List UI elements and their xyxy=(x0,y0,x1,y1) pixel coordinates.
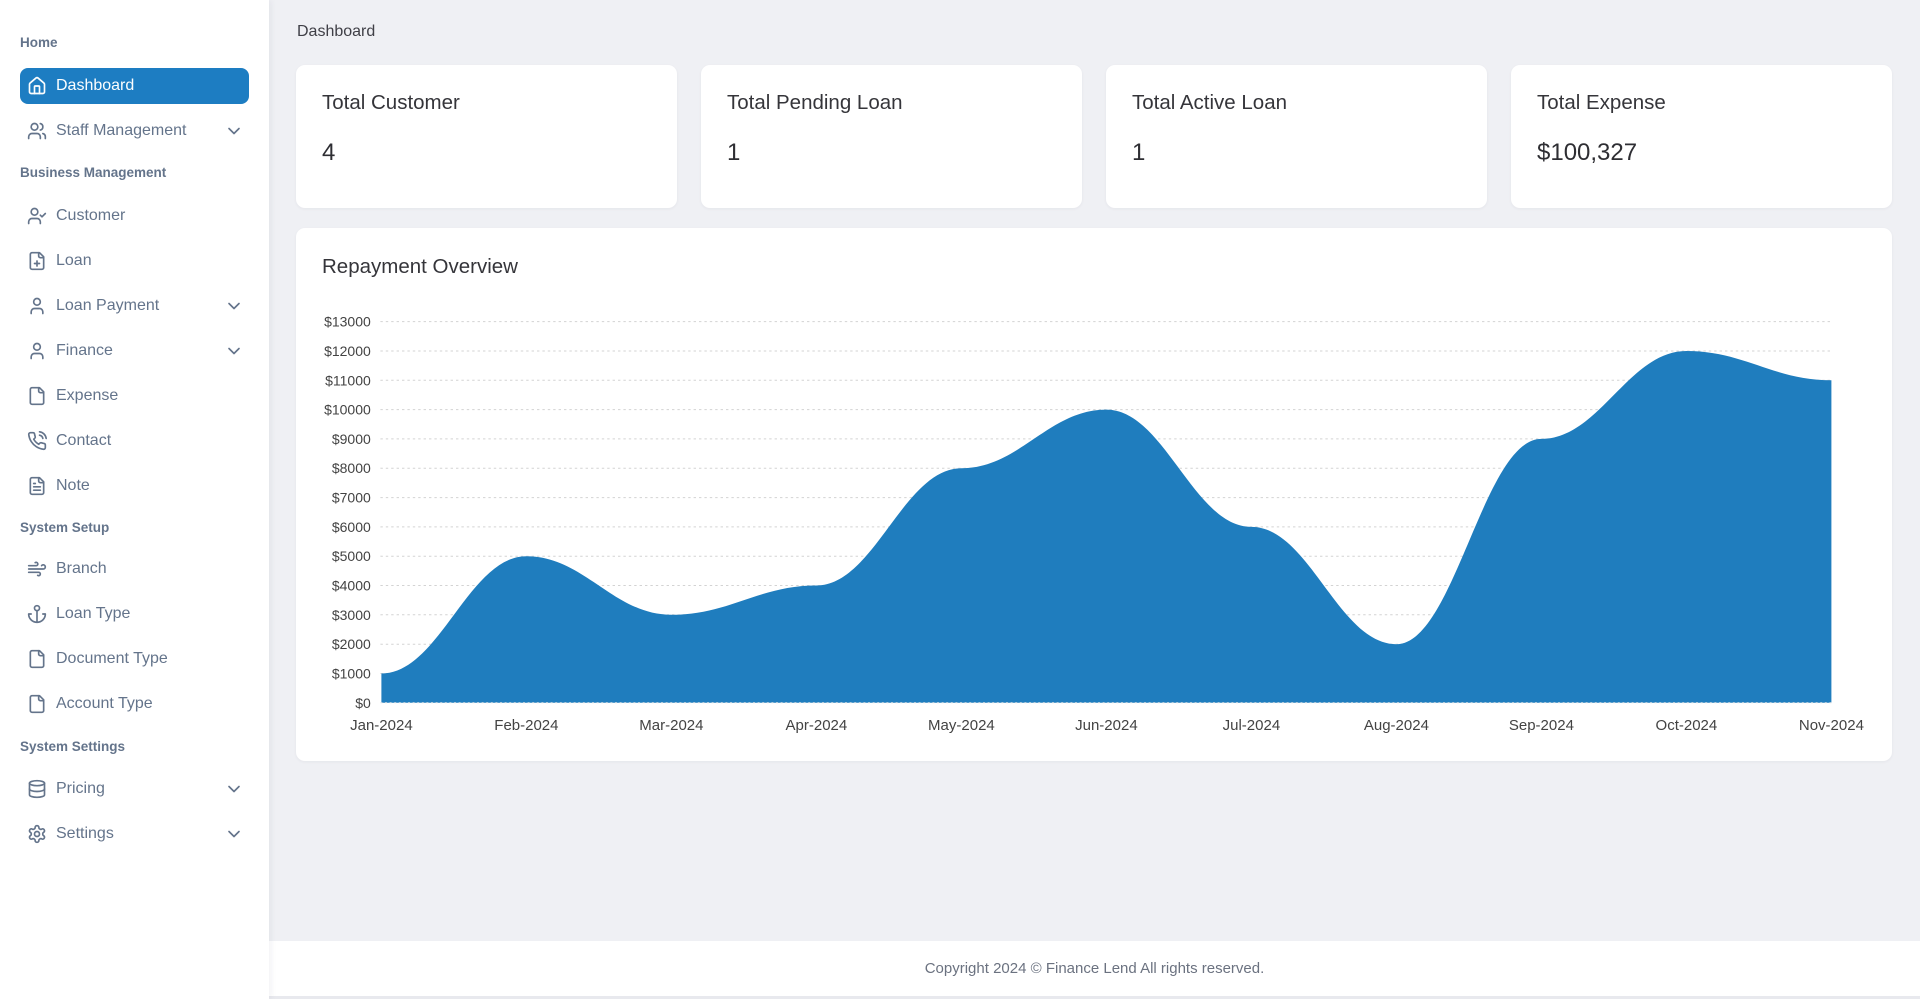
svg-text:$3000: $3000 xyxy=(332,607,371,623)
svg-text:May-2024: May-2024 xyxy=(928,717,995,734)
svg-text:$9000: $9000 xyxy=(332,431,371,447)
svg-text:Oct-2024: Oct-2024 xyxy=(1656,717,1718,734)
svg-text:Jun-2024: Jun-2024 xyxy=(1075,717,1138,734)
svg-text:$1000: $1000 xyxy=(332,666,371,682)
svg-text:Nov-2024: Nov-2024 xyxy=(1799,717,1864,734)
svg-text:$13000: $13000 xyxy=(324,314,371,330)
svg-text:$6000: $6000 xyxy=(332,519,371,535)
svg-text:$7000: $7000 xyxy=(332,490,371,506)
svg-text:Jan-2024: Jan-2024 xyxy=(350,717,413,734)
svg-text:Apr-2024: Apr-2024 xyxy=(786,717,848,734)
svg-text:$11000: $11000 xyxy=(325,372,371,388)
svg-text:Mar-2024: Mar-2024 xyxy=(639,717,703,734)
svg-text:$8000: $8000 xyxy=(332,460,371,476)
svg-text:$10000: $10000 xyxy=(324,402,371,418)
svg-text:$0: $0 xyxy=(355,695,371,711)
svg-text:$5000: $5000 xyxy=(332,548,371,564)
svg-text:Sep-2024: Sep-2024 xyxy=(1509,717,1574,734)
svg-text:$2000: $2000 xyxy=(332,636,371,652)
svg-text:$4000: $4000 xyxy=(332,578,371,594)
svg-text:Feb-2024: Feb-2024 xyxy=(494,717,558,734)
svg-text:$12000: $12000 xyxy=(324,343,371,359)
svg-text:Aug-2024: Aug-2024 xyxy=(1364,717,1429,734)
svg-text:Jul-2024: Jul-2024 xyxy=(1223,717,1281,734)
